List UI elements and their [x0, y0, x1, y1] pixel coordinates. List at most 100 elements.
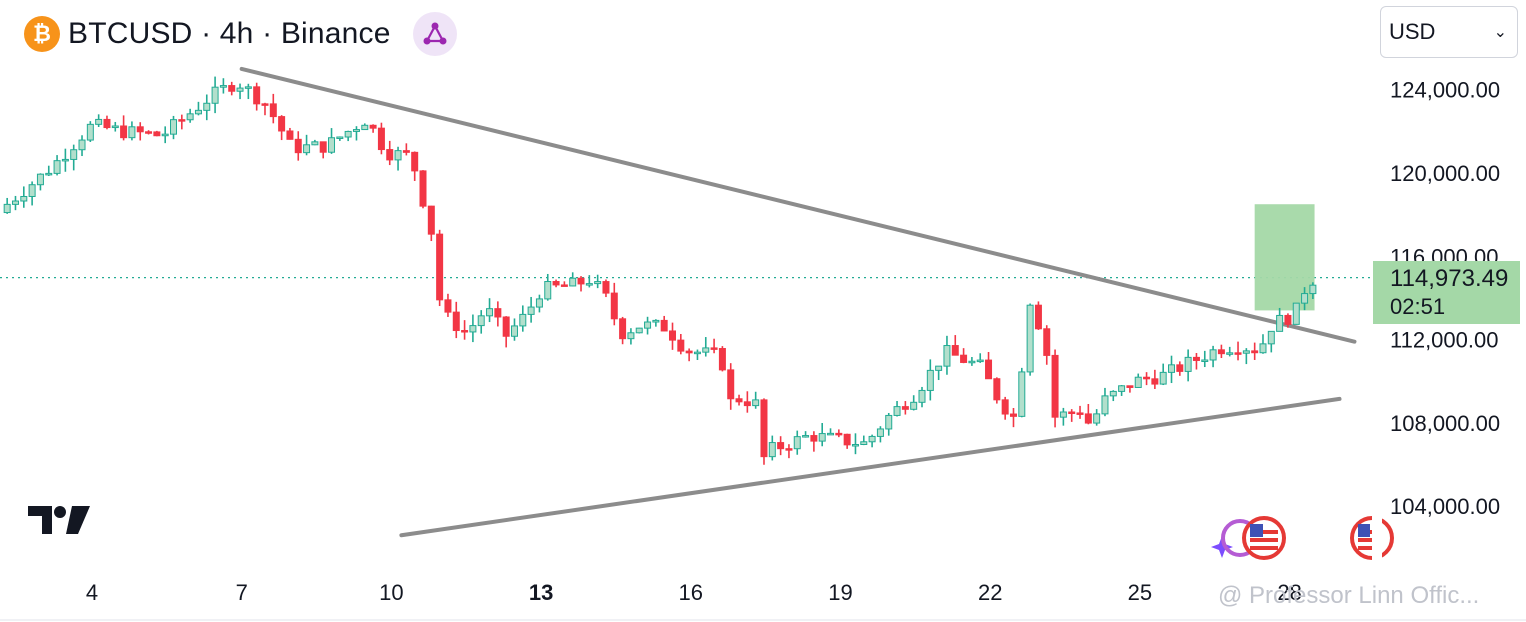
- candle[interactable]: [1076, 405, 1084, 419]
- candle[interactable]: [1251, 342, 1259, 360]
- candle[interactable]: [344, 130, 352, 142]
- candle[interactable]: [843, 433, 851, 449]
- candle[interactable]: [1284, 313, 1292, 328]
- candle[interactable]: [28, 181, 36, 206]
- candle[interactable]: [727, 363, 735, 410]
- candle[interactable]: [743, 391, 751, 413]
- candle[interactable]: [120, 115, 128, 141]
- candle[interactable]: [1309, 282, 1317, 300]
- candle[interactable]: [236, 83, 244, 100]
- candle[interactable]: [702, 337, 710, 357]
- candle[interactable]: [926, 359, 934, 401]
- candle[interactable]: [1301, 287, 1309, 311]
- candle[interactable]: [477, 310, 485, 334]
- candle[interactable]: [685, 348, 693, 362]
- candle[interactable]: [710, 338, 718, 354]
- candle[interactable]: [544, 273, 552, 301]
- candle[interactable]: [619, 316, 627, 345]
- candle[interactable]: [1192, 352, 1200, 370]
- candle[interactable]: [1084, 403, 1092, 425]
- candle[interactable]: [976, 353, 984, 363]
- candle[interactable]: [278, 115, 286, 141]
- candle[interactable]: [1143, 372, 1151, 386]
- candle[interactable]: [860, 435, 868, 446]
- candle[interactable]: [1126, 385, 1134, 393]
- candle[interactable]: [893, 400, 901, 417]
- candle[interactable]: [86, 121, 94, 143]
- ascending-support-trendline[interactable]: [399, 396, 1342, 538]
- candle[interactable]: [1259, 334, 1267, 354]
- candle[interactable]: [128, 121, 136, 141]
- candle[interactable]: [136, 122, 144, 141]
- candle[interactable]: [677, 333, 685, 355]
- candle[interactable]: [178, 114, 186, 130]
- candle[interactable]: [170, 115, 178, 140]
- candle[interactable]: [1059, 407, 1067, 426]
- candle[interactable]: [510, 318, 518, 341]
- candle[interactable]: [145, 130, 153, 135]
- candle[interactable]: [602, 279, 610, 298]
- candle[interactable]: [36, 173, 44, 191]
- candle[interactable]: [78, 135, 86, 157]
- candle[interactable]: [818, 422, 826, 447]
- descending-resistance-trendline[interactable]: [239, 66, 1357, 344]
- candle[interactable]: [186, 108, 194, 123]
- ideas-button[interactable]: [412, 12, 457, 56]
- candle[interactable]: [577, 276, 585, 292]
- candle[interactable]: [1226, 346, 1234, 357]
- candle[interactable]: [1018, 367, 1026, 418]
- candle[interactable]: [294, 131, 302, 161]
- us-flag-icon[interactable]: [1242, 516, 1286, 560]
- candle[interactable]: [1176, 361, 1184, 376]
- candle[interactable]: [427, 205, 435, 242]
- candle[interactable]: [876, 426, 884, 443]
- candle[interactable]: [1068, 409, 1076, 422]
- candle[interactable]: [885, 412, 893, 436]
- candle[interactable]: [161, 126, 169, 144]
- candle[interactable]: [352, 126, 360, 141]
- candle[interactable]: [1026, 303, 1034, 376]
- candle[interactable]: [1001, 396, 1009, 420]
- candle[interactable]: [943, 335, 951, 375]
- candle[interactable]: [652, 319, 660, 327]
- candle[interactable]: [1242, 348, 1250, 365]
- candle[interactable]: [718, 346, 726, 372]
- candle[interactable]: [918, 386, 926, 408]
- candle[interactable]: [244, 83, 252, 100]
- candle[interactable]: [1292, 302, 1300, 325]
- candle[interactable]: [394, 146, 402, 171]
- candle[interactable]: [627, 328, 635, 345]
- candle[interactable]: [1109, 390, 1117, 402]
- candle[interactable]: [45, 165, 53, 176]
- candle[interactable]: [669, 322, 677, 350]
- candle[interactable]: [419, 170, 427, 209]
- candle[interactable]: [569, 272, 577, 287]
- candle[interactable]: [968, 357, 976, 366]
- candle[interactable]: [735, 394, 743, 406]
- candle[interactable]: [810, 431, 818, 452]
- candle[interactable]: [469, 314, 477, 343]
- candle[interactable]: [594, 274, 602, 289]
- candle[interactable]: [203, 94, 211, 121]
- candle[interactable]: [369, 124, 377, 133]
- candle[interactable]: [835, 429, 843, 438]
- candle[interactable]: [319, 141, 327, 159]
- candle[interactable]: [452, 301, 460, 339]
- candle[interactable]: [211, 76, 219, 114]
- candle[interactable]: [1043, 325, 1051, 365]
- candle[interactable]: [20, 186, 28, 208]
- candle[interactable]: [993, 377, 1001, 404]
- candle[interactable]: [3, 197, 11, 214]
- candle[interactable]: [851, 433, 859, 455]
- candle[interactable]: [361, 123, 369, 131]
- tradingview-logo[interactable]: [28, 504, 90, 541]
- candle[interactable]: [111, 121, 119, 132]
- candle[interactable]: [760, 398, 768, 465]
- candle[interactable]: [951, 335, 959, 356]
- candle[interactable]: [402, 143, 410, 156]
- candle[interactable]: [461, 320, 469, 340]
- candle[interactable]: [286, 127, 294, 140]
- candle[interactable]: [560, 281, 568, 287]
- candle[interactable]: [1093, 409, 1101, 426]
